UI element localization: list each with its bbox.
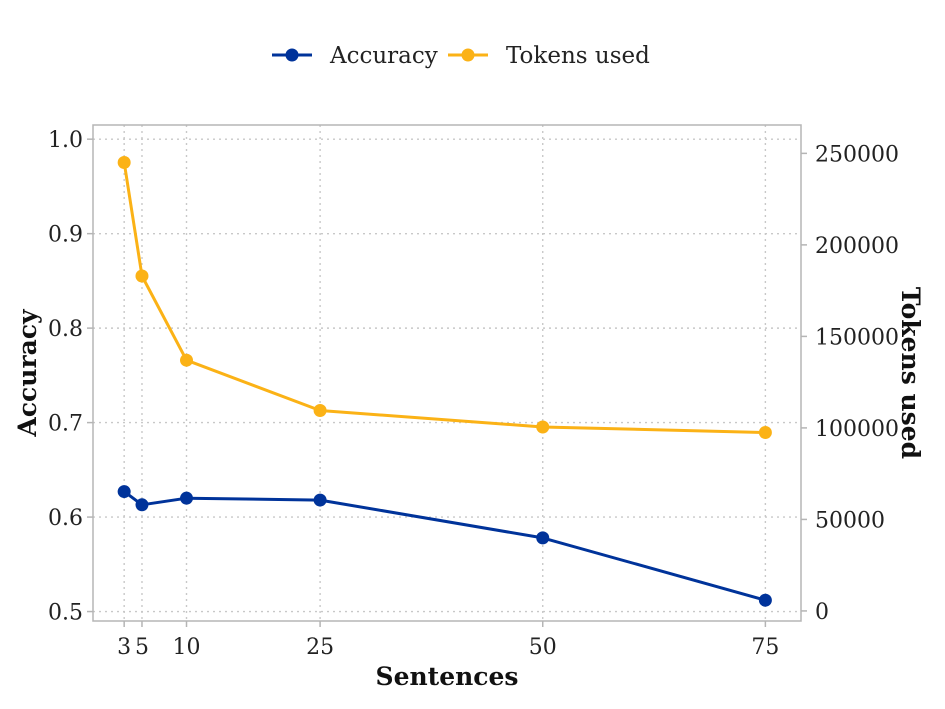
data-point-accuracy-25[interactable] bbox=[313, 493, 327, 507]
series-line-tokens-used bbox=[122, 162, 766, 434]
legend: Accuracy Tokens used bbox=[272, 43, 650, 69]
x-tick-label-25: 25 bbox=[306, 635, 334, 660]
y-left-tick-label-1-0: 1.0 bbox=[48, 128, 83, 153]
legend-label-accuracy: Accuracy bbox=[329, 43, 438, 69]
y-left-tick-label-0-9: 0.9 bbox=[48, 223, 83, 248]
series-line-accuracy bbox=[123, 490, 766, 602]
axis-ticks: 3 5 10 25 50 75 0.5 0.6 0.7 0.8 0.9 1.0 0 50000 100000… bbox=[48, 128, 899, 660]
x-tick-label-3: 3 bbox=[117, 635, 131, 660]
x-tick-label-5: 5 bbox=[135, 635, 149, 660]
series-tokens-used bbox=[117, 156, 772, 439]
y-left-tick-label-0-8: 0.8 bbox=[48, 317, 83, 342]
data-point-accuracy-10[interactable] bbox=[180, 491, 194, 505]
data-point-tokens-used-3[interactable] bbox=[117, 156, 131, 170]
series-accuracy bbox=[117, 485, 772, 607]
legend-marker-accuracy bbox=[285, 48, 299, 62]
x-tick-label-10: 10 bbox=[173, 635, 201, 660]
legend-item-tokens-used[interactable]: Tokens used bbox=[448, 43, 650, 69]
data-point-tokens-used-10[interactable] bbox=[180, 353, 194, 367]
x-tick-label-50: 50 bbox=[529, 635, 557, 660]
x-tick-label-75: 75 bbox=[751, 635, 779, 660]
y-right-tick-label-250000: 250000 bbox=[815, 142, 899, 167]
legend-item-accuracy[interactable]: Accuracy bbox=[272, 43, 438, 69]
data-point-tokens-used-25[interactable] bbox=[313, 404, 327, 418]
plot-frame bbox=[92, 124, 802, 622]
y-right-tick-label-100000: 100000 bbox=[815, 417, 899, 442]
series-layer bbox=[117, 156, 772, 607]
y-left-tick-label-0-5: 0.5 bbox=[48, 601, 83, 626]
data-point-accuracy-3[interactable] bbox=[117, 485, 131, 499]
data-point-tokens-used-5[interactable] bbox=[135, 269, 149, 283]
legend-marker-tokens-used bbox=[461, 48, 475, 62]
data-point-tokens-used-50[interactable] bbox=[536, 420, 550, 434]
data-point-accuracy-5[interactable] bbox=[135, 498, 149, 512]
data-point-accuracy-75[interactable] bbox=[758, 593, 772, 607]
grid-lines bbox=[93, 125, 801, 621]
y-right-tick-label-0: 0 bbox=[815, 600, 829, 625]
y-right-tick-label-150000: 150000 bbox=[815, 325, 899, 350]
y-right-tick-label-50000: 50000 bbox=[815, 508, 885, 533]
x-axis-title: Sentences bbox=[376, 662, 519, 691]
y-axis-title-left: Accuracy bbox=[13, 308, 42, 438]
data-point-tokens-used-75[interactable] bbox=[758, 425, 772, 439]
y-right-tick-label-200000: 200000 bbox=[815, 234, 899, 259]
data-point-accuracy-50[interactable] bbox=[536, 531, 550, 545]
legend-label-tokens-used: Tokens used bbox=[506, 43, 650, 69]
y-axis-title-right: Tokens used bbox=[896, 287, 925, 459]
y-left-tick-label-0-6: 0.6 bbox=[48, 506, 83, 531]
y-left-tick-label-0-7: 0.7 bbox=[48, 412, 83, 437]
